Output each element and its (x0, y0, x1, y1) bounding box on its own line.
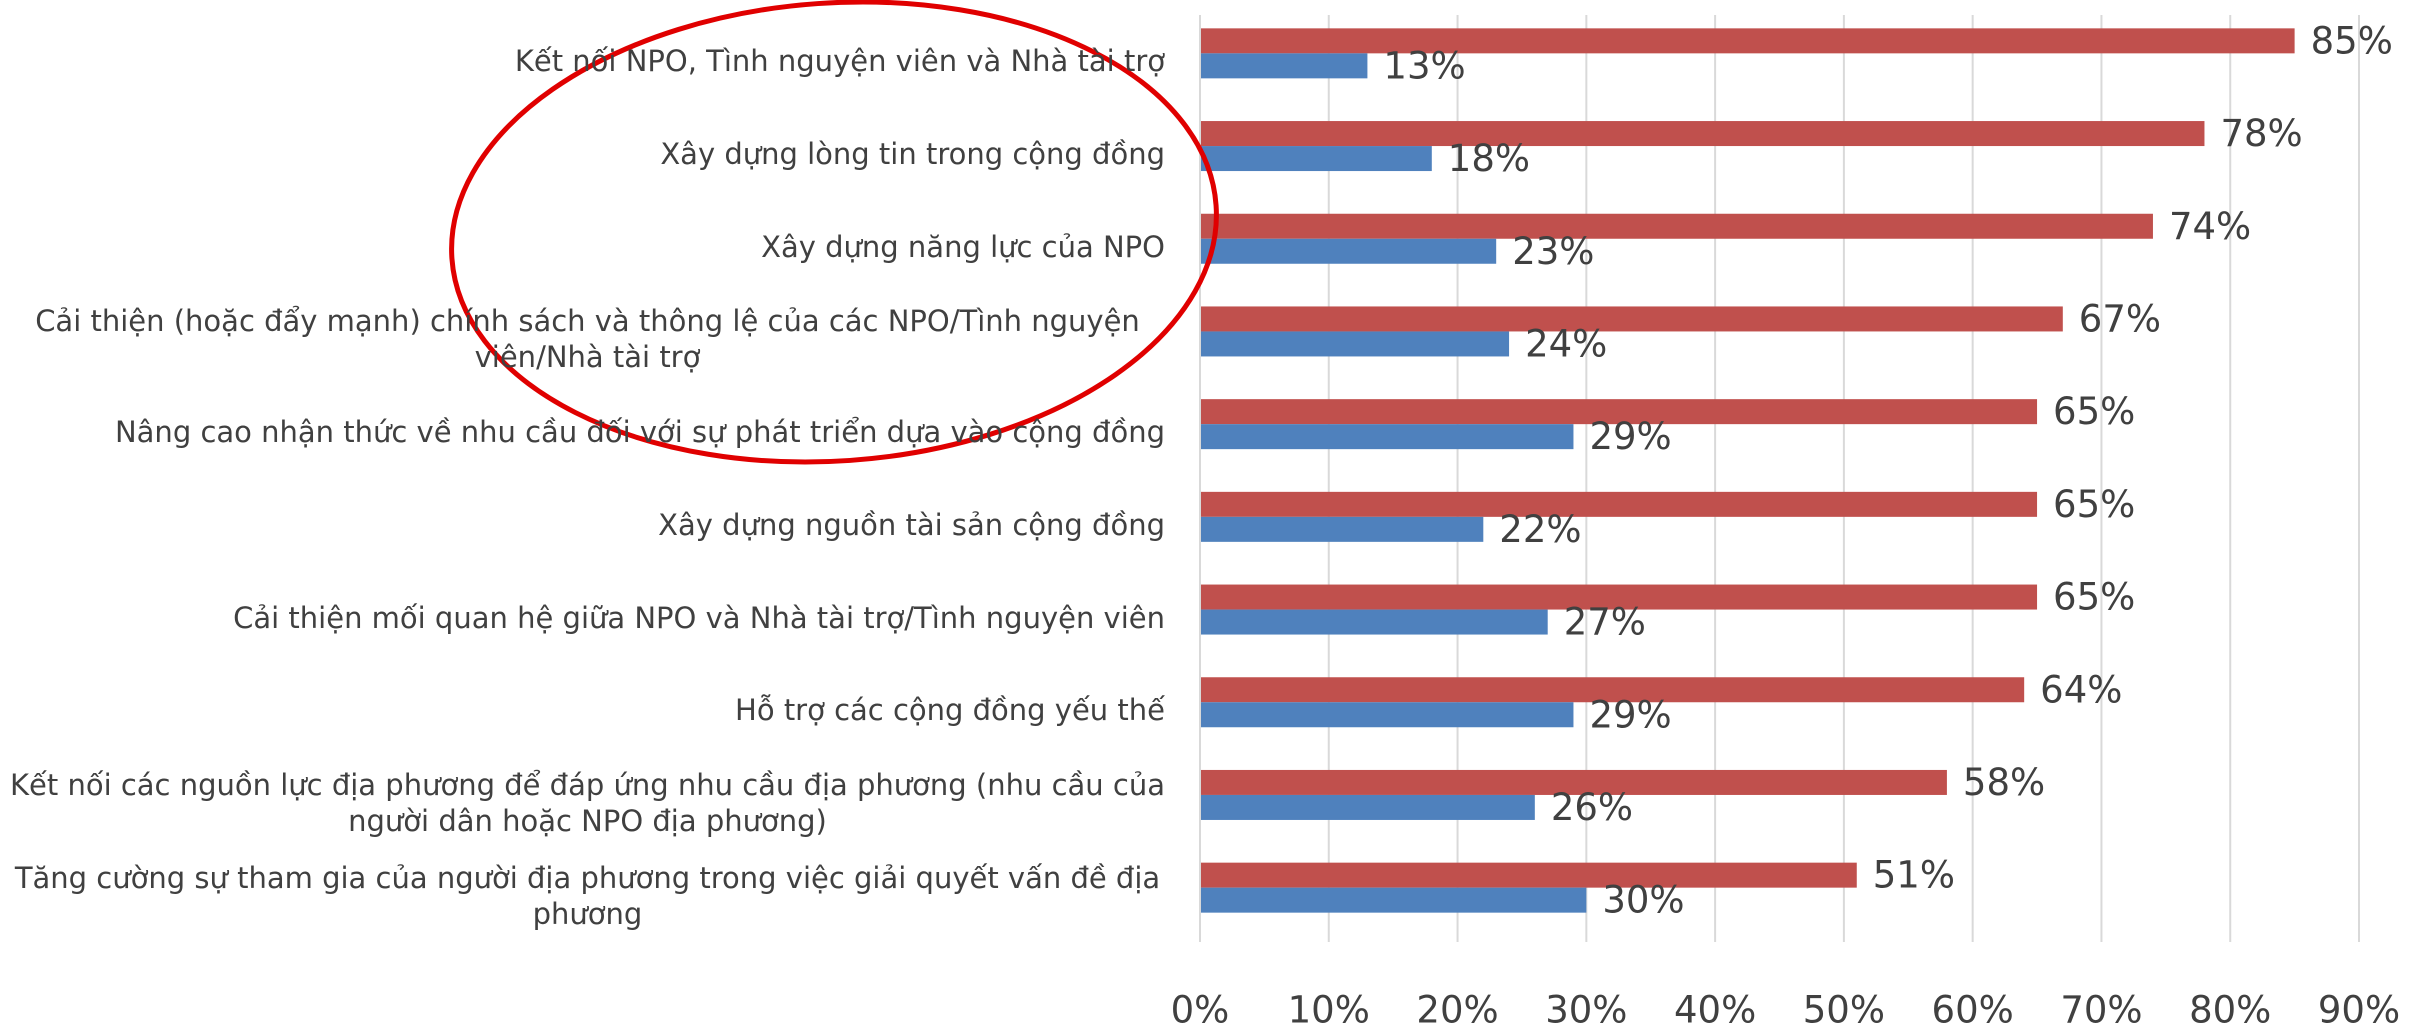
bar (1200, 516, 1484, 542)
bar (1200, 238, 1497, 264)
bar (1200, 399, 2038, 425)
category-label: Kết nối các nguồn lực địa phương để đáp … (0, 757, 1165, 850)
category-label: Hỗ trợ các cộng đồng yếu thế (0, 664, 1165, 757)
bar (1200, 331, 1510, 357)
value-label: 13% (1383, 44, 1465, 87)
value-label: 64% (2040, 668, 2122, 711)
bar (1200, 121, 2205, 147)
value-label: 58% (1963, 761, 2045, 804)
bar (1200, 213, 2153, 239)
value-label: 78% (2220, 112, 2302, 155)
category-text: Cải thiện mối quan hệ giữa NPO và Nhà tà… (233, 600, 1165, 635)
value-label: 23% (1512, 230, 1594, 273)
value-label: 22% (1499, 508, 1581, 551)
x-tick-label: 10% (1288, 989, 1370, 1024)
bar (1200, 306, 2063, 332)
bar (1200, 887, 1587, 913)
category-label: Kết nối NPO, Tình nguyện viên và Nhà tài… (0, 15, 1165, 108)
annotation-circle (449, 0, 1219, 465)
x-tick-label: 70% (2060, 989, 2142, 1024)
x-tick-label: 50% (1803, 989, 1885, 1024)
value-label: 30% (1602, 879, 1684, 922)
value-label: 27% (1564, 601, 1646, 644)
value-label: 29% (1589, 693, 1671, 736)
value-label: 24% (1525, 322, 1607, 365)
bar (1200, 53, 1368, 79)
category-label: Nâng cao nhận thức về nhu cầu đối với sự… (0, 386, 1165, 479)
category-label: Xây dựng năng lực của NPO (0, 200, 1165, 293)
value-label: 29% (1589, 415, 1671, 458)
category-text: Xây dựng lòng tin trong cộng đồng (660, 137, 1165, 172)
value-label: 67% (2079, 297, 2161, 340)
category-text: Nâng cao nhận thức về nhu cầu đối với sự… (114, 415, 1165, 450)
category-text: Cải thiện (hoặc đẩy mạnh) chính sách và … (35, 304, 1140, 375)
bar (1200, 28, 2295, 54)
bar (1200, 424, 1574, 450)
bar (1200, 769, 1947, 795)
bar (1200, 677, 2025, 703)
category-label: Xây dựng lòng tin trong cộng đồng (0, 108, 1165, 201)
bar (1200, 702, 1574, 728)
x-tick-label: 80% (2189, 989, 2271, 1024)
x-tick-label: 40% (1674, 989, 1756, 1024)
x-tick-label: 0% (1171, 989, 1230, 1024)
value-label: 65% (2053, 390, 2135, 433)
value-label: 26% (1551, 786, 1633, 829)
category-label: Tăng cường sự tham gia của người địa phư… (0, 849, 1165, 942)
bar (1200, 609, 1548, 635)
x-tick-label: 20% (1416, 989, 1498, 1024)
bar (1200, 491, 2038, 517)
bar (1200, 862, 1857, 888)
value-label: 65% (2053, 576, 2135, 619)
category-text: Kết nối NPO, Tình nguyện viên và Nhà tài… (514, 44, 1165, 79)
x-tick-label: 60% (1932, 989, 2014, 1024)
value-label: 85% (2311, 19, 2393, 62)
category-text: Kết nối các nguồn lực địa phương để đáp … (10, 767, 1165, 838)
bar (1200, 584, 2038, 610)
x-tick-label: 30% (1545, 989, 1627, 1024)
value-label: 74% (2169, 205, 2251, 248)
category-text: Xây dựng năng lực của NPO (761, 229, 1165, 264)
category-text: Xây dựng nguồn tài sản cộng đồng (658, 507, 1165, 542)
category-label: Cải thiện mối quan hệ giữa NPO và Nhà tà… (0, 571, 1165, 664)
bar (1200, 146, 1432, 172)
category-text: Hỗ trợ các cộng đồng yếu thế (735, 693, 1165, 728)
value-label: 18% (1448, 137, 1530, 180)
category-label: Xây dựng nguồn tài sản cộng đồng (0, 479, 1165, 572)
category-label: Cải thiện (hoặc đẩy mạnh) chính sách và … (0, 293, 1165, 386)
x-tick-label: 90% (2318, 989, 2400, 1024)
category-text: Tăng cường sự tham gia của người địa phư… (14, 860, 1161, 931)
value-label: 65% (2053, 483, 2135, 526)
value-label: 51% (1873, 854, 1955, 897)
bar (1200, 794, 1535, 820)
